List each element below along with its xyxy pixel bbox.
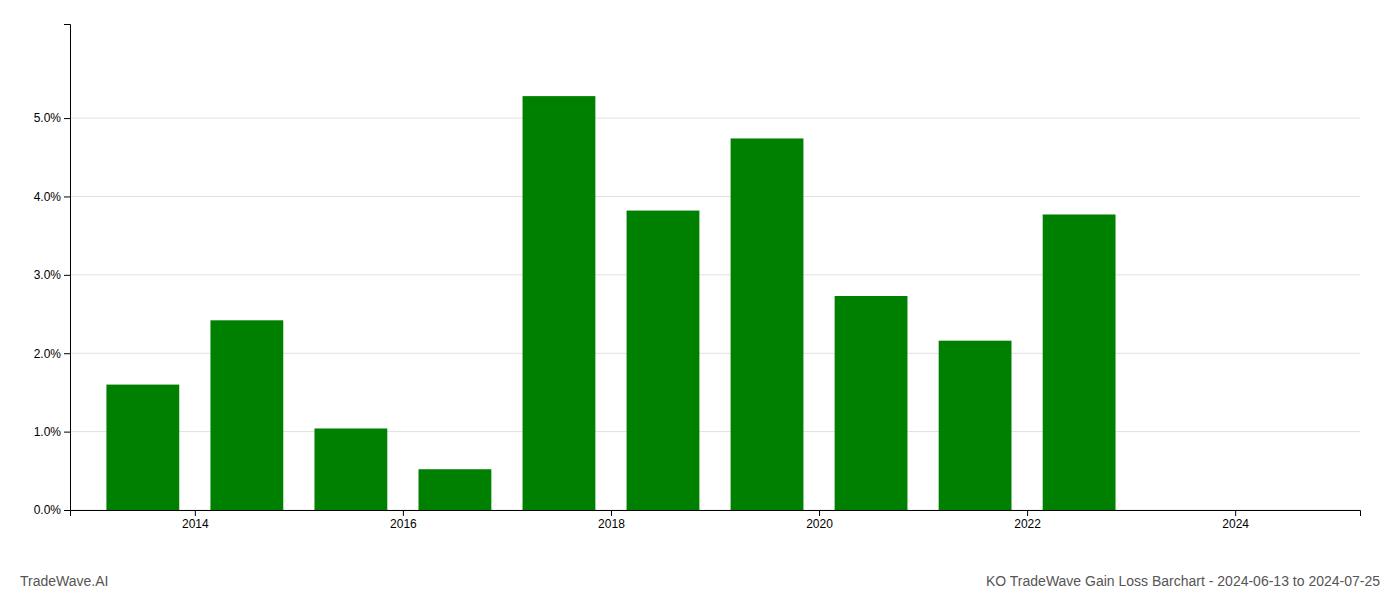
y-tick-label: 2.0% [34,347,62,361]
y-tick: 4.0% [34,190,70,204]
grid-line [70,118,1360,119]
x-tick: 2014 [182,510,209,531]
x-tick-label: 2014 [182,517,209,531]
y-tick-mark [64,118,70,119]
bar [210,320,283,510]
bars [106,96,1115,510]
title: KO TradeWave Gain Loss Barchart - 2024-0… [986,573,1380,589]
x-tick-label: 2020 [806,517,833,531]
x-tick: 2016 [390,510,417,531]
y-tick-mark [64,353,70,354]
bar [627,211,700,510]
x-tick: 2020 [806,510,833,531]
x-tick: 2024 [1222,510,1249,531]
x-tick-label: 2022 [1014,517,1041,531]
x-tick-mark [195,510,196,516]
y-tick-label: 0.0% [34,503,62,517]
y-tick-label: 3.0% [34,268,62,282]
x-tick-mark [1235,510,1236,516]
grid [70,118,1360,510]
y-tick: 3.0% [34,268,70,282]
x-tick-label: 2018 [598,517,625,531]
bar [314,428,387,510]
y-tick: 1.0% [34,425,70,439]
bar [1147,510,1220,511]
y-axis: 0.0% 1.0% 2.0% 3.0% 4.0% 5.0% [34,25,71,518]
grid-line [70,274,1360,275]
x-tick-mark [819,510,820,516]
bar [523,96,596,510]
y-tick-mark [64,275,70,276]
y-tick-label: 1.0% [34,425,62,439]
x-tick: 2018 [598,510,625,531]
bar [1043,214,1116,510]
x-axis: 2014 2016 2018 2020 2022 2024 [71,510,1361,531]
x-tick-mark [611,510,612,516]
bar [731,138,804,510]
y-tick: 2.0% [34,347,70,361]
grid-line [70,196,1360,197]
watermark: TradeWave.AI [20,573,108,589]
x-tick-mark [403,510,404,516]
y-tick-mark [64,196,70,197]
x-tick-label: 2024 [1222,517,1249,531]
x-tick: 2022 [1014,510,1041,531]
plot-area: 0.0% 1.0% 2.0% 3.0% 4.0% 5.0% 2014 2016 2018 2020… [34,25,1361,531]
chart: 0.0% 1.0% 2.0% 3.0% 4.0% 5.0% 2014 2016 2018 2020… [0,0,1400,600]
bar [835,296,908,510]
x-tick-label: 2016 [390,517,417,531]
y-axis-line [64,25,71,511]
y-tick-label: 4.0% [34,190,62,204]
bar [106,385,179,510]
y-tick: 5.0% [34,111,70,125]
bar [939,341,1012,510]
y-tick-mark [64,510,70,511]
y-tick-mark [64,432,70,433]
y-tick-label: 5.0% [34,111,62,125]
bar [419,469,492,510]
y-tick: 0.0% [34,503,70,517]
x-axis-line [71,511,1361,517]
x-tick-mark [1027,510,1028,516]
